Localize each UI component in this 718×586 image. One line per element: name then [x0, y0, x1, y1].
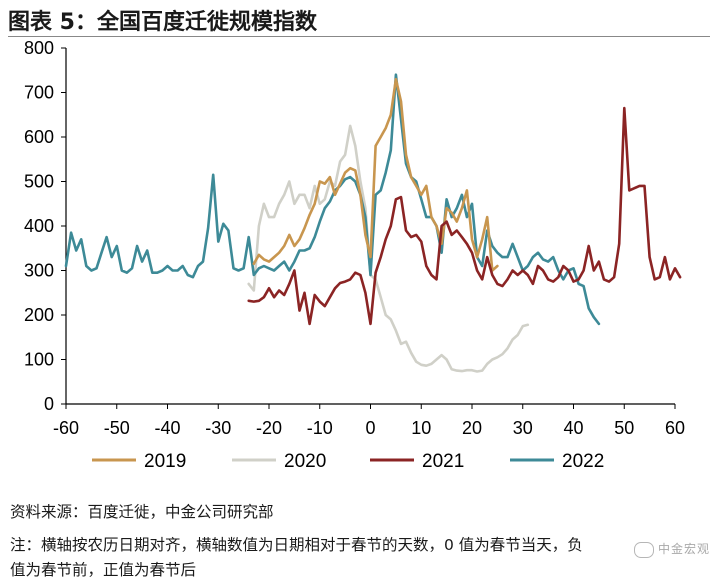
title-divider — [8, 36, 710, 37]
x-tick-label: -20 — [256, 418, 282, 438]
x-tick-label: 50 — [614, 418, 634, 438]
x-tick-label: -60 — [53, 418, 79, 438]
x-tick-label: 10 — [411, 418, 431, 438]
series-line-2019 — [252, 77, 499, 272]
x-tick-label: -40 — [154, 418, 180, 438]
legend-label-2022: 2022 — [562, 451, 604, 472]
y-tick-label: 600 — [24, 127, 54, 147]
x-tick-label: -50 — [104, 418, 130, 438]
y-tick-label: 400 — [24, 216, 54, 236]
legend-label-2019: 2019 — [144, 451, 186, 472]
wechat-icon — [633, 541, 654, 558]
series-line-2021 — [247, 106, 682, 326]
y-tick-label: 500 — [24, 172, 54, 192]
x-tick-label: 20 — [462, 418, 482, 438]
y-tick-label: 100 — [24, 350, 54, 370]
legend-label-2020: 2020 — [284, 451, 326, 472]
watermark-text: 中金宏观 — [657, 542, 710, 556]
source-note: 资料来源：百度迁徙，中金公司研究部 — [10, 503, 274, 521]
y-tick-label: 300 — [24, 261, 54, 281]
series-line-2020 — [247, 124, 530, 373]
series-line-2022 — [64, 73, 601, 326]
x-tick-label: 30 — [513, 418, 533, 438]
y-tick-label: 0 — [44, 394, 54, 414]
note-line-2: 值为春节前，正值为春节后 — [10, 561, 197, 579]
watermark: 中金宏观 — [633, 540, 710, 558]
y-tick-label: 800 — [24, 38, 54, 58]
y-tick-label: 200 — [24, 305, 54, 325]
x-tick-label: 60 — [665, 418, 685, 438]
x-tick-label: -30 — [205, 418, 231, 438]
x-tick-label: 40 — [563, 418, 583, 438]
note-line-1: 注：横轴按农历日期对齐，横轴数值为日期相对于春节的天数，0 值为春节当天，负 — [10, 536, 583, 554]
chart-title: 图表 5：全国百度迁徙规模指数 — [8, 10, 317, 35]
y-tick-label: 700 — [24, 83, 54, 103]
x-tick-label: -10 — [307, 418, 333, 438]
legend-label-2021: 2021 — [422, 451, 464, 472]
x-tick-label: 0 — [365, 418, 375, 438]
